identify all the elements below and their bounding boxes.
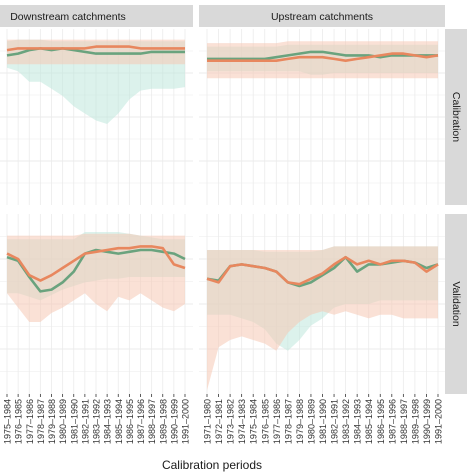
x-tick-label: 1981–1990: [318, 399, 328, 444]
column-strip-label-downstream: Downstream catchments: [10, 11, 126, 23]
x-tick-label: 1983–1992: [341, 399, 351, 444]
x-tick-label: 1982–1991: [80, 399, 90, 444]
panel-content: [207, 41, 439, 79]
x-tick-label: 1987–1996: [136, 399, 146, 444]
panel-1: [0, 29, 193, 205]
orange-band: [7, 233, 185, 322]
orange-band: [207, 41, 438, 79]
row-strip-label-calibration: Calibration: [450, 92, 462, 142]
x-tick-label: 1983–1992: [92, 399, 102, 444]
orange-series-line: [207, 52, 439, 63]
x-tick-label: 1989–1998: [410, 399, 420, 444]
row-strip-label-validation: Validation: [450, 281, 462, 326]
x-tick-label: 1978–1987: [36, 399, 46, 444]
panel-content: [6, 232, 186, 322]
x-axis-left: 1975–1984 1976–1985 1977–1986 1978–1987 1979…: [3, 394, 191, 444]
x-tick-label: 1977–1986: [272, 399, 282, 444]
x-tick-label: 1989–1998: [158, 399, 168, 444]
facet-strips: Downstream catchments Upstream catchment…: [0, 5, 467, 394]
column-strip-upstream: [199, 5, 445, 27]
x-axis-title: Calibration periods: [162, 458, 262, 472]
x-tick-label: 1978–1987: [283, 399, 293, 444]
x-tick-label: 1988–1997: [147, 399, 157, 444]
x-tick-label: 1986–1995: [376, 399, 386, 444]
panel-content: [6, 39, 185, 124]
x-tick-label: 1976–1985: [260, 399, 270, 444]
x-tick-label: 1988–1997: [399, 399, 409, 444]
orange-series-line: [6, 45, 185, 52]
panel-4: [199, 214, 445, 394]
x-tick-label: 1980–1989: [306, 399, 316, 444]
x-axes: 1975–1984 1976–1985 1977–1986 1978–1987 1979…: [3, 394, 444, 444]
x-tick-label: 1985–1994: [114, 399, 124, 444]
x-tick-label: 1972–1981: [214, 399, 224, 444]
x-tick-label: 1991–2000: [434, 399, 444, 444]
x-tick-label: 1977–1986: [25, 399, 35, 444]
x-tick-label: 1979–1988: [295, 399, 305, 444]
x-tick-label: 1985–1994: [364, 399, 374, 444]
x-tick-label: 1984–1993: [103, 399, 113, 444]
x-tick-label: 1973–1982: [226, 399, 236, 444]
panel-3: [0, 214, 193, 394]
x-tick-label: 1982–1991: [330, 399, 340, 444]
panel-2: [199, 29, 445, 205]
x-tick-label: 1979–1988: [47, 399, 57, 444]
x-tick-label: 1991–2000: [181, 399, 191, 444]
x-tick-label: 1971–1980: [203, 399, 213, 444]
orange-series-line: [206, 255, 439, 286]
column-strip-downstream: [0, 5, 193, 27]
column-strip-label-upstream: Upstream catchments: [271, 11, 373, 23]
x-axis-right: 1971–1980 1972–1981 1973–1982 1974–1983 1975…: [203, 394, 444, 444]
green-series-line: [207, 50, 438, 61]
row-strip-validation: [445, 214, 467, 394]
orange-band: [7, 39, 185, 65]
row-strip-calibration: [445, 29, 467, 205]
x-tick-label: 1976–1985: [14, 399, 24, 444]
x-tick-label: 1987–1996: [387, 399, 397, 444]
x-tick-label: 1984–1993: [353, 399, 363, 444]
x-tick-label: 1990–1999: [169, 399, 179, 444]
green-series-line: [6, 248, 186, 293]
x-tick-label: 1980–1989: [58, 399, 68, 444]
x-tick-label: 1986–1995: [125, 399, 135, 444]
x-tick-label: 1974–1983: [237, 399, 247, 444]
panel-content: [206, 246, 439, 391]
x-tick-label: 1975–1984: [3, 399, 13, 444]
panels-layer: [0, 29, 445, 394]
x-tick-label: 1975–1984: [249, 399, 259, 444]
orange-band: [207, 246, 438, 391]
orange-series-line: [6, 245, 186, 282]
x-tick-label: 1981–1990: [69, 399, 79, 444]
x-tick-label: 1990–1999: [422, 399, 432, 444]
